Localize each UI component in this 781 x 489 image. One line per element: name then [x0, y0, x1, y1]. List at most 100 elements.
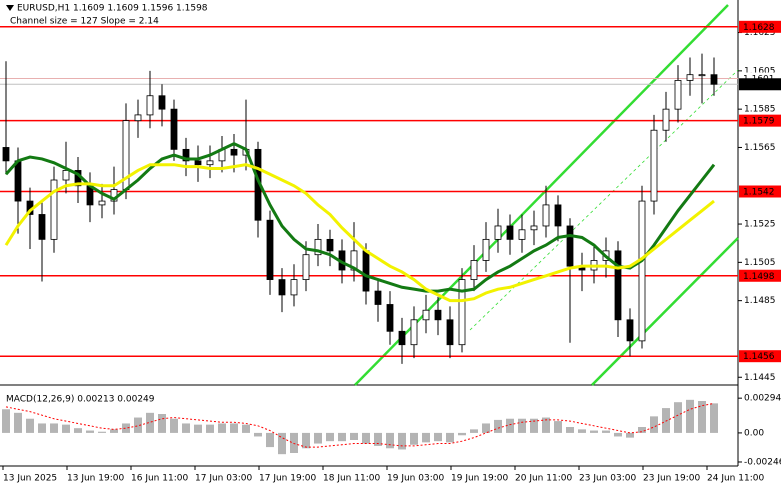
histogram-bar	[662, 408, 670, 433]
y-tick-label: 1.1625	[744, 28, 776, 38]
histogram-bar	[278, 432, 286, 455]
histogram-bar	[566, 427, 574, 433]
histogram-bar	[74, 428, 82, 433]
histogram-bar	[626, 432, 634, 438]
candle-body	[686, 74, 694, 81]
moving-average	[4, 141, 716, 293]
histogram-bar	[374, 432, 382, 446]
candle-body	[206, 160, 214, 166]
histogram-bar	[446, 432, 454, 443]
candle-body	[98, 200, 106, 206]
histogram-bar	[194, 424, 202, 433]
histogram-bar	[266, 432, 274, 448]
histogram-bar	[326, 432, 334, 442]
candle-body	[194, 160, 202, 166]
candle-body	[470, 260, 478, 280]
candle-body	[482, 238, 490, 261]
candle-body	[182, 148, 190, 162]
histogram-bar	[698, 401, 706, 433]
candle-body	[50, 179, 58, 240]
histogram-bar	[578, 429, 586, 433]
x-tick-label: 17 Jun 03:00	[195, 474, 252, 484]
histogram-bar	[398, 432, 406, 450]
histogram-bar	[254, 432, 262, 437]
level-label-box	[739, 350, 781, 363]
candle-body	[134, 114, 142, 122]
histogram-bar	[206, 424, 214, 433]
symbol-icon	[6, 5, 14, 11]
histogram-bar	[422, 432, 430, 443]
histogram-bar	[26, 418, 34, 433]
histogram-bar	[134, 417, 142, 433]
histogram-bar	[434, 432, 442, 442]
candle-body	[710, 74, 718, 85]
level-label: 1.1579	[743, 117, 775, 127]
candle-body	[410, 319, 418, 346]
level-label-box	[739, 269, 781, 282]
channel-line	[591, 237, 739, 386]
level-label: 1.1498	[743, 272, 775, 282]
candle-body	[494, 225, 502, 240]
histogram-bar	[230, 423, 238, 433]
x-tick-label: 23 Jun 19:00	[643, 474, 700, 484]
x-tick-label: 20 Jun 11:00	[515, 474, 572, 484]
histogram-bar	[38, 423, 46, 433]
candle-body	[566, 225, 574, 267]
histogram-bar	[170, 418, 178, 433]
candle-body	[158, 95, 166, 110]
histogram-bar	[14, 412, 22, 433]
histogram-bar	[482, 423, 490, 433]
histogram-bar	[506, 418, 514, 433]
candle-body	[326, 238, 334, 252]
candle-body	[650, 129, 658, 202]
histogram-bar	[386, 432, 394, 449]
candle-body	[398, 330, 406, 346]
candle-body	[14, 160, 22, 202]
candle-body	[266, 219, 274, 280]
x-tick-label: 13 Jun 2025	[3, 474, 57, 484]
candle-body	[554, 204, 562, 227]
candle-body	[38, 214, 46, 240]
y-tick-label: -0.00246	[744, 457, 781, 467]
candle-body	[422, 309, 430, 321]
candle-body	[434, 309, 442, 321]
histogram-bar	[50, 423, 58, 433]
histogram-bar	[218, 423, 226, 433]
histogram-bar	[470, 429, 478, 433]
x-tick-label: 18 Jun 11:00	[323, 474, 380, 484]
histogram-bar	[530, 418, 538, 433]
histogram-bar	[410, 432, 418, 445]
histogram-bar	[362, 432, 370, 444]
candle-body	[362, 250, 370, 292]
candle-body	[170, 108, 178, 150]
histogram-bar	[554, 421, 562, 433]
level-label-box	[739, 20, 781, 33]
bid-label-box	[739, 78, 781, 91]
candle-body	[698, 74, 706, 77]
histogram-bar	[242, 424, 250, 433]
y-tick-label: 1.1445	[744, 373, 776, 383]
x-tick-label: 19 Jun 03:00	[387, 474, 444, 484]
histogram-bar	[638, 427, 646, 433]
moving-average	[4, 163, 715, 303]
candle-body	[386, 304, 394, 332]
histogram-bar	[158, 414, 166, 433]
histogram-bar	[458, 432, 466, 436]
candle-body	[62, 170, 70, 181]
histogram-bar	[542, 417, 550, 433]
histogram-bar	[350, 432, 358, 440]
x-tick-label: 13 Jun 19:00	[67, 474, 124, 484]
histogram-bar	[122, 423, 130, 433]
chart-subtitle: Channel size = 127 Slope = 2.14	[10, 17, 159, 27]
y-tick-label: 1.1565	[744, 143, 776, 153]
histogram-bar	[314, 432, 322, 444]
y-tick-label: 1.1605	[744, 66, 776, 76]
candle-body	[446, 319, 454, 346]
candle-body	[638, 200, 646, 342]
candle-body	[302, 254, 310, 280]
histogram-bar	[674, 402, 682, 433]
histogram-bar	[98, 431, 106, 433]
histogram-bar	[146, 412, 154, 433]
